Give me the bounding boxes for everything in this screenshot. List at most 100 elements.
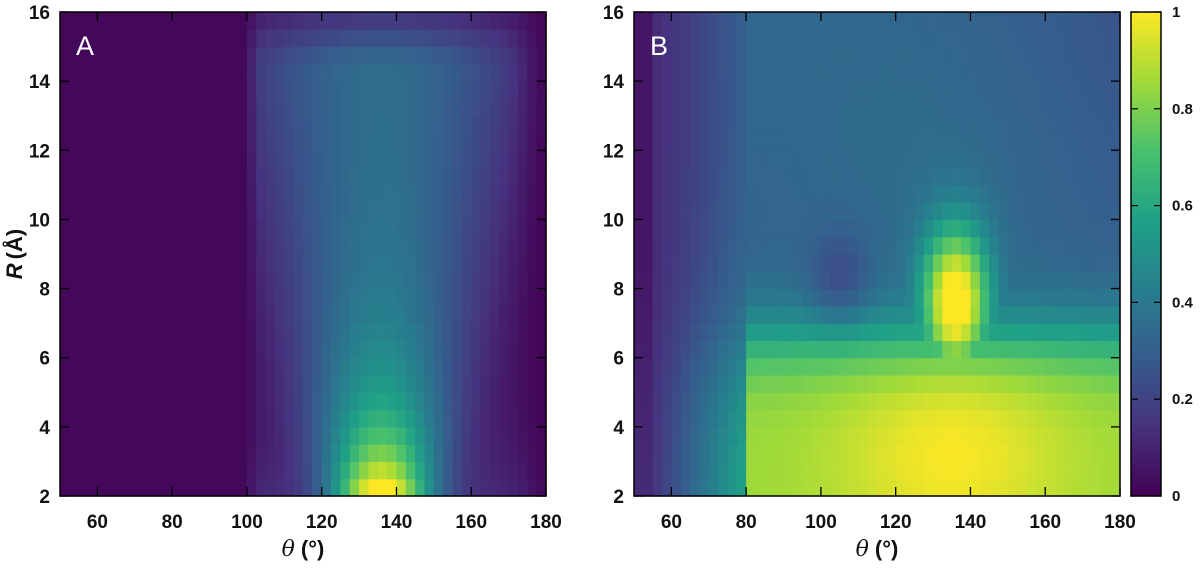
heatmap-b-cell	[755, 202, 766, 221]
heatmap-a-cell	[405, 426, 416, 445]
heatmap-a-cell	[293, 409, 304, 428]
heatmap-a-cell	[97, 409, 108, 428]
heatmap-a-cell	[97, 478, 108, 497]
heatmap-a-cell	[368, 305, 379, 324]
heatmap-b-cell	[792, 444, 803, 463]
heatmap-a-cell	[471, 288, 482, 307]
heatmap-a-cell	[387, 202, 398, 221]
heatmap-b-cell	[634, 63, 644, 82]
heatmap-a-cell	[78, 202, 89, 221]
heatmap-b-cell	[1045, 323, 1056, 342]
heatmap-a-cell	[405, 98, 416, 117]
heatmap-b-cell	[671, 254, 682, 272]
panel-a-y-tick-label: 8	[39, 280, 50, 301]
heatmap-b-cell	[1045, 375, 1056, 393]
heatmap-a-cell	[88, 98, 98, 117]
heatmap-a-cell	[265, 305, 276, 324]
heatmap-b-cell	[736, 81, 747, 100]
heatmap-b-cell	[671, 236, 682, 255]
heatmap-b-cell	[1054, 81, 1065, 100]
heatmap-b-cell	[933, 236, 944, 255]
heatmap-b-cell	[886, 426, 897, 445]
heatmap-b-cell	[820, 184, 831, 203]
heatmap-b-cell	[848, 478, 859, 497]
heatmap-b-cell	[792, 409, 803, 428]
heatmap-b-cell	[662, 184, 672, 203]
heatmap-a-cell	[88, 29, 98, 48]
heatmap-b-cell	[989, 444, 1000, 463]
heatmap-a-cell	[256, 375, 267, 393]
heatmap-b-cell	[1091, 63, 1102, 82]
heatmap-a-cell	[190, 29, 201, 48]
heatmap-a-cell	[527, 444, 538, 463]
heatmap-b-cell	[848, 236, 859, 255]
heatmap-b-cell	[1026, 288, 1037, 307]
heatmap-a-cell	[228, 98, 239, 117]
heatmap-a-cell	[237, 63, 248, 82]
heatmap-b-cell	[1054, 426, 1065, 445]
heatmap-a-cell	[471, 236, 482, 255]
heatmap-b-cell	[634, 392, 644, 411]
heatmap-a-cell	[78, 357, 89, 376]
heatmap-a-cell	[218, 150, 229, 169]
heatmap-b-cell	[933, 271, 944, 290]
heatmap-a-cell	[433, 184, 444, 203]
heatmap-a-cell	[256, 184, 267, 203]
heatmap-b-cell	[914, 288, 925, 307]
heatmap-b-cell	[867, 167, 878, 186]
heatmap-a-cell	[218, 305, 229, 324]
heatmap-b-cell	[1110, 288, 1121, 307]
heatmap-a-cell	[125, 150, 136, 169]
heatmap-a-cell	[331, 375, 341, 393]
heatmap-b-cell	[755, 357, 766, 376]
heatmap-b-cell	[979, 375, 990, 393]
heatmap-a-cell	[153, 115, 164, 134]
heatmap-a-cell	[499, 392, 510, 411]
heatmap-a-cell	[340, 115, 351, 134]
heatmap-a-cell	[340, 461, 351, 480]
heatmap-a-cell	[517, 29, 528, 48]
heatmap-a-cell	[508, 409, 519, 428]
heatmap-b-cell	[1101, 392, 1112, 411]
heatmap-a-cell	[274, 63, 285, 82]
heatmap-b-cell	[1082, 115, 1093, 134]
heatmap-b-cell	[755, 288, 766, 307]
heatmap-b-cell	[634, 81, 644, 100]
heatmap-b-cell	[699, 81, 710, 100]
heatmap-b-cell	[736, 133, 747, 151]
heatmap-a-cell	[116, 375, 127, 393]
heatmap-a-cell	[237, 444, 248, 463]
heatmap-a-cell	[190, 63, 201, 82]
heatmap-b-cell	[1082, 254, 1093, 272]
heatmap-b-cell	[886, 254, 897, 272]
heatmap-a-cell	[321, 271, 332, 290]
heatmap-b-cell	[671, 184, 682, 203]
heatmap-b-cell	[802, 323, 813, 342]
heatmap-a-cell	[88, 115, 98, 134]
heatmap-b-cell	[1007, 133, 1018, 151]
heatmap-a-cell	[228, 12, 239, 30]
heatmap-b-cell	[1073, 202, 1084, 221]
heatmap-b-cell	[802, 29, 813, 48]
heatmap-a-cell	[312, 12, 323, 30]
heatmap-a-cell	[228, 478, 239, 497]
heatmap-b-cell	[933, 202, 944, 221]
heatmap-b-cell	[867, 150, 878, 169]
heatmap-a-cell	[181, 461, 192, 480]
heatmap-a-cell	[190, 392, 201, 411]
heatmap-b-cell	[961, 202, 972, 221]
heatmap-b-cell	[914, 63, 925, 82]
heatmap-a-cell	[303, 150, 313, 169]
heatmap-b-cell	[1073, 63, 1084, 82]
heatmap-b-cell	[746, 375, 757, 393]
heatmap-b-cell	[1045, 478, 1056, 497]
heatmap-a-cell	[162, 133, 173, 151]
heatmap-a-cell	[190, 323, 201, 342]
heatmap-a-cell	[274, 409, 285, 428]
heatmap-b-cell	[848, 202, 859, 221]
heatmap-a-cell	[321, 323, 332, 342]
heatmap-a-cell	[256, 219, 267, 238]
heatmap-b-cell	[1035, 357, 1046, 376]
heatmap-b-cell	[970, 236, 981, 255]
heatmap-a-cell	[293, 392, 304, 411]
